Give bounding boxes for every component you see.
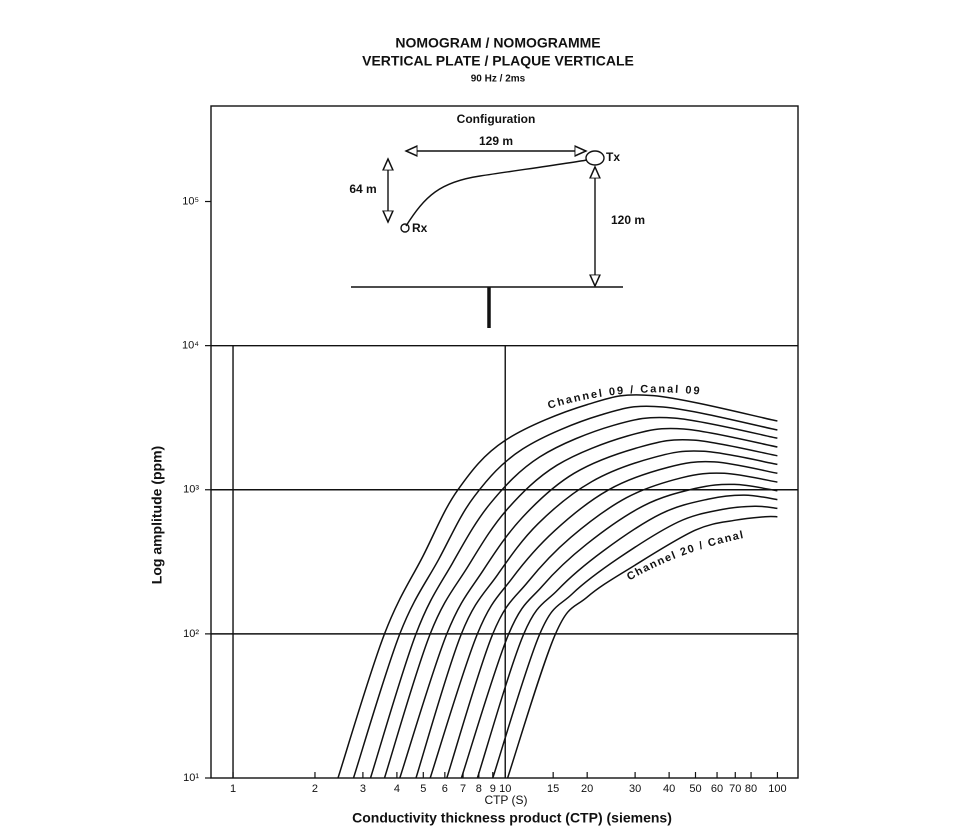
- channel-curve: [369, 416, 778, 779]
- x-tick-label: 100: [768, 783, 786, 795]
- chart-title: NOMOGRAM / NOMOGRAMME: [395, 35, 600, 51]
- configuration-diagram: Configuration 129 m 64 m Tx Rx 120 m: [349, 112, 645, 328]
- y-tick-label: 10⁴: [182, 340, 199, 352]
- distance-label: 129 m: [479, 134, 513, 148]
- x-tick-label: 5: [420, 783, 426, 795]
- tx-loop: [585, 150, 605, 166]
- vertical-label: 64 m: [349, 182, 376, 196]
- x-tick-label: 10: [499, 783, 511, 795]
- x-tick-label: 6: [442, 783, 448, 795]
- channel-curve: [506, 515, 778, 779]
- channel-curve: [383, 427, 778, 779]
- x-tick-label: 40: [663, 783, 675, 795]
- channel-curve: [352, 405, 778, 779]
- channel-curve: [476, 494, 778, 779]
- tow-cable: [405, 159, 588, 227]
- channel-curve: [337, 394, 778, 779]
- rx-label: Rx: [412, 221, 428, 235]
- chart-subtitle: VERTICAL PLATE / PLAQUE VERTICALE: [362, 53, 634, 69]
- y-tick-label: 10²: [183, 628, 199, 640]
- y-tick-label: 10⁵: [182, 195, 199, 207]
- rx-bird: [400, 223, 410, 233]
- config-title: Configuration: [457, 112, 536, 126]
- x-tick-label: 80: [745, 783, 757, 795]
- channel-curve: [460, 483, 778, 779]
- channel-curve: [399, 438, 778, 779]
- height-label: 120 m: [611, 213, 645, 227]
- x-tick-label: 2: [312, 783, 318, 795]
- channel-curve: [492, 505, 778, 779]
- x-tick-label: 60: [711, 783, 723, 795]
- y-axis-label: Log amplitude (ppm): [149, 446, 165, 584]
- plot-frame: [210, 105, 799, 779]
- x-tick-label: 4: [394, 783, 400, 795]
- channel-curve: [446, 472, 778, 779]
- x-tick-label: 70: [729, 783, 741, 795]
- x-tick-label: 8: [476, 783, 482, 795]
- x-axis-label: Conductivity thickness product (CTP) (si…: [352, 810, 672, 826]
- x-tick-label: 9: [490, 783, 496, 795]
- x-tick-label: 1: [230, 783, 236, 795]
- y-tick-label: 10³: [183, 484, 199, 496]
- x-tick-label: 30: [629, 783, 641, 795]
- tx-label: Tx: [606, 150, 620, 164]
- x-tick-label: 3: [360, 783, 366, 795]
- channel-curve: [429, 460, 778, 779]
- x-tick-label: 50: [689, 783, 701, 795]
- channel-curve: [415, 450, 778, 779]
- x-unit-label: CTP (S): [484, 793, 527, 807]
- x-tick-label: 20: [581, 783, 593, 795]
- x-tick-label: 15: [547, 783, 559, 795]
- chart-note: 90 Hz / 2ms: [471, 74, 526, 85]
- y-tick-label: 10¹: [183, 772, 199, 784]
- x-tick-label: 7: [460, 783, 466, 795]
